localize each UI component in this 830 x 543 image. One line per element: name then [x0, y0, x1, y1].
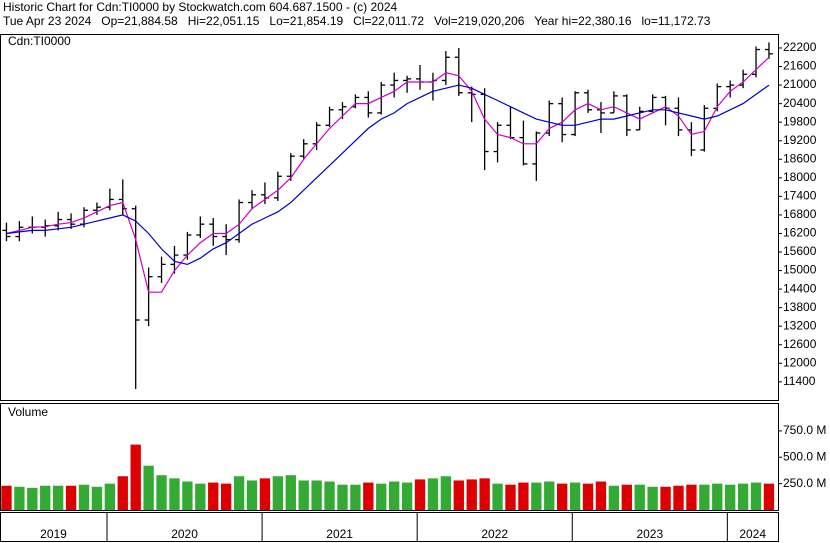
y-tick-label: 18600 — [783, 151, 817, 165]
volume-bar — [130, 444, 141, 510]
volume-bar — [466, 479, 477, 510]
volume-bar — [699, 484, 710, 510]
volume-bar — [544, 481, 555, 510]
y-tick-label: 13800 — [783, 300, 817, 314]
symbol-label: Cdn:TI0000 — [8, 34, 71, 48]
x-axis-strip — [0, 512, 779, 542]
volume-bar — [233, 476, 245, 510]
volume-bar — [414, 479, 426, 510]
volume-bar — [363, 482, 374, 510]
volume-bar — [195, 483, 206, 510]
price-panel — [0, 34, 779, 401]
volume-bar — [182, 481, 193, 510]
volume-bar — [220, 483, 232, 510]
volume-bar — [1, 485, 12, 510]
volume-bar — [647, 486, 658, 510]
y-tick-label: 21000 — [783, 77, 817, 91]
volume-bar — [208, 482, 219, 510]
y-tick-label: 16800 — [783, 207, 817, 221]
y-tick-label: 12600 — [783, 337, 817, 351]
volume-bar — [259, 478, 271, 510]
x-tick-label: 2020 — [171, 527, 198, 541]
y-tick-label: 21600 — [783, 59, 817, 73]
volume-bar — [272, 476, 284, 510]
volume-bar — [621, 484, 632, 510]
volume-bar — [531, 482, 542, 510]
volume-bar — [91, 486, 103, 510]
y-tick-label: 18000 — [783, 170, 817, 184]
volume-bar — [156, 475, 167, 510]
moving-average — [6, 84, 770, 266]
volume-bar — [569, 482, 581, 510]
volume-bar — [763, 483, 775, 510]
volume-bar — [298, 480, 309, 510]
y-tick-label: 15000 — [783, 263, 817, 277]
volume-bar — [725, 484, 736, 510]
y-tick-label: 19800 — [783, 114, 817, 128]
volume-bar — [246, 480, 258, 510]
volume-bar — [492, 483, 503, 510]
volume-bar — [65, 485, 77, 510]
y-tick-label: 17400 — [783, 189, 817, 203]
volume-bar — [324, 481, 335, 510]
volume-bar — [595, 481, 607, 510]
volume-bar — [518, 482, 529, 510]
volume-bar — [117, 476, 128, 510]
volume-label: Volume — [8, 405, 48, 419]
y-tick-label: 16200 — [783, 226, 817, 240]
volume-bar — [686, 484, 697, 510]
volume-bar — [479, 478, 490, 510]
volume-bar — [737, 483, 749, 510]
quote-line: Tue Apr 23 2024 Op=21,884.58 Hi=22,051.1… — [3, 14, 711, 28]
volume-bar — [712, 483, 723, 510]
volume-bar — [169, 478, 180, 510]
x-tick-label: 2024 — [739, 527, 766, 541]
y-tick-label: 500.0 M — [783, 449, 826, 463]
y-tick-label: 22200 — [783, 40, 817, 54]
volume-bar — [634, 484, 645, 510]
x-tick-label: 2023 — [636, 527, 663, 541]
volume-bar — [608, 485, 620, 510]
volume-bar — [337, 484, 348, 510]
y-tick-label: 750.0 M — [783, 423, 826, 437]
volume-bar — [660, 486, 671, 510]
volume-bar — [14, 486, 25, 510]
x-tick-label: 2022 — [481, 527, 508, 541]
volume-bar — [350, 484, 361, 510]
y-tick-label: 11400 — [783, 374, 816, 388]
volume-bar — [453, 480, 464, 510]
volume-bar — [376, 483, 387, 510]
y-tick-label: 13200 — [783, 318, 817, 332]
volume-bar — [52, 485, 64, 510]
volume-bar — [27, 487, 38, 510]
volume-bar — [40, 485, 51, 510]
volume-bar — [750, 482, 762, 510]
volume-bar — [401, 482, 413, 510]
chart-title: Historic Chart for Cdn:TI0000 by Stockwa… — [3, 0, 398, 14]
volume-bar — [311, 480, 322, 510]
moving-average — [6, 56, 770, 293]
y-tick-label: 250.0 M — [783, 476, 826, 490]
volume-bar — [427, 478, 439, 510]
y-tick-label: 12000 — [783, 355, 817, 369]
volume-bar — [389, 481, 400, 510]
volume-bar — [673, 485, 684, 510]
volume-bar — [505, 484, 516, 510]
volume-bar — [104, 483, 116, 510]
y-tick-label: 20400 — [783, 96, 817, 110]
volume-bar — [78, 484, 90, 510]
y-tick-label: 15600 — [783, 244, 817, 258]
volume-bar — [557, 483, 568, 510]
y-tick-label: 14400 — [783, 281, 817, 295]
x-tick-label: 2019 — [40, 527, 67, 541]
volume-bar — [285, 475, 296, 510]
y-tick-label: 19200 — [783, 133, 817, 147]
x-tick-label: 2021 — [326, 527, 353, 541]
volume-bar — [582, 483, 594, 510]
volume-bar — [440, 476, 452, 510]
volume-bar — [143, 465, 154, 510]
